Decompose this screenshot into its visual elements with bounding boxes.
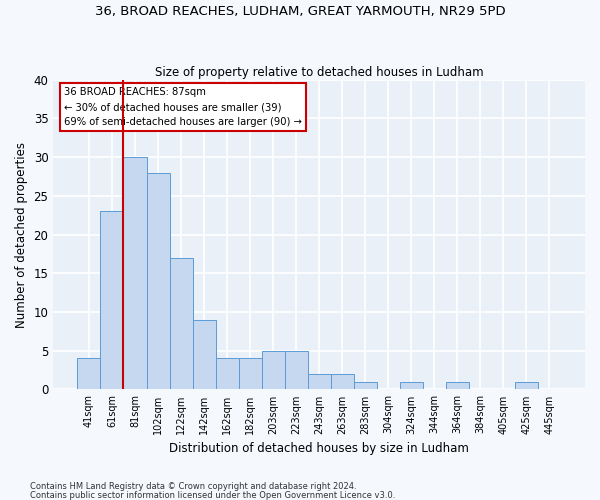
Bar [77, 358, 100, 390]
Bar [331, 374, 353, 390]
Bar [308, 374, 331, 390]
Title: Size of property relative to detached houses in Ludham: Size of property relative to detached ho… [155, 66, 484, 78]
Bar [146, 172, 170, 390]
Bar [170, 258, 193, 390]
X-axis label: Distribution of detached houses by size in Ludham: Distribution of detached houses by size … [169, 442, 469, 455]
Text: Contains public sector information licensed under the Open Government Licence v3: Contains public sector information licen… [30, 490, 395, 500]
Text: 36 BROAD REACHES: 87sqm
← 30% of detached houses are smaller (39)
69% of semi-de: 36 BROAD REACHES: 87sqm ← 30% of detache… [64, 88, 302, 127]
Bar [239, 358, 262, 390]
Bar [100, 212, 124, 390]
Text: Contains HM Land Registry data © Crown copyright and database right 2024.: Contains HM Land Registry data © Crown c… [30, 482, 356, 491]
Bar [353, 382, 377, 390]
Bar [284, 350, 308, 390]
Bar [262, 350, 284, 390]
Y-axis label: Number of detached properties: Number of detached properties [15, 142, 28, 328]
Bar [515, 382, 538, 390]
Bar [446, 382, 469, 390]
Bar [400, 382, 423, 390]
Bar [124, 157, 146, 390]
Bar [193, 320, 215, 390]
Text: 36, BROAD REACHES, LUDHAM, GREAT YARMOUTH, NR29 5PD: 36, BROAD REACHES, LUDHAM, GREAT YARMOUT… [95, 5, 505, 18]
Bar [215, 358, 239, 390]
